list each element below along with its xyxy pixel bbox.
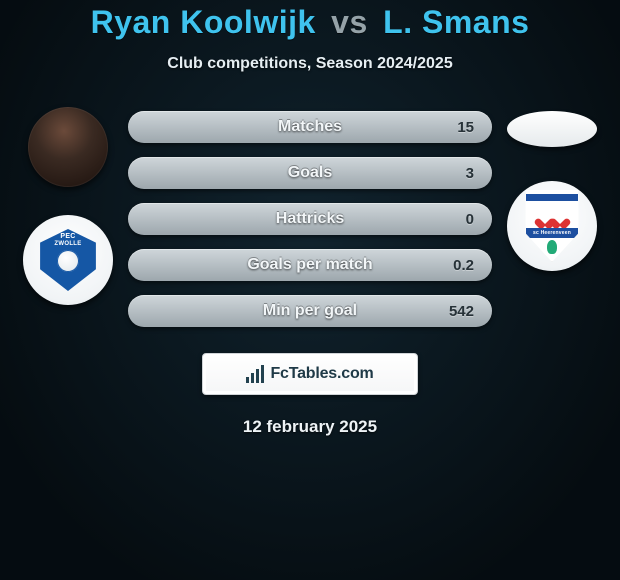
stat-right-value: 0.2 — [446, 257, 474, 274]
stat-bar-min-per-goal: Min per goal 542 — [128, 295, 492, 327]
stat-label: Hattricks — [276, 210, 344, 228]
comparison-card: Ryan Koolwijk vs L. Smans Club competiti… — [0, 0, 620, 580]
stat-label: Goals — [288, 164, 332, 182]
shield-stripe — [526, 194, 579, 201]
stat-right-value: 3 — [446, 165, 474, 182]
date-text: 12 february 2025 — [0, 417, 620, 437]
stat-label: Goals per match — [247, 256, 372, 274]
main-row: PEC ZWOLLE Matches 15 Goals 3 Hattricks … — [0, 103, 620, 327]
left-column: PEC ZWOLLE — [8, 103, 128, 305]
player1-avatar — [28, 107, 108, 187]
stat-bar-hattricks: Hattricks 0 — [128, 203, 492, 235]
title-player2: L. Smans — [383, 4, 529, 40]
pec-text-line2: ZWOLLE — [54, 241, 81, 247]
stat-label: Min per goal — [263, 302, 357, 320]
stat-right-value: 15 — [446, 119, 474, 136]
player2-avatar-placeholder — [507, 111, 597, 147]
pompebled-icon — [547, 240, 557, 254]
heart-icon — [554, 214, 566, 226]
stat-label: Matches — [278, 118, 342, 136]
player1-club-badge: PEC ZWOLLE — [23, 215, 113, 305]
title-vs: vs — [331, 4, 368, 40]
bars-icon — [246, 365, 264, 383]
pec-text-line1: PEC — [60, 233, 75, 240]
stat-bar-goals-per-match: Goals per match 0.2 — [128, 249, 492, 281]
right-column: sc Heerenveen — [492, 103, 612, 271]
title-player1: Ryan Koolwijk — [91, 4, 316, 40]
stat-bar-matches: Matches 15 — [128, 111, 492, 143]
player2-club-badge: sc Heerenveen — [507, 181, 597, 271]
shield-stripe — [526, 204, 579, 211]
stat-bars: Matches 15 Goals 3 Hattricks 0 Goals per… — [128, 103, 492, 327]
stat-bar-goals: Goals 3 — [128, 157, 492, 189]
ball-icon — [57, 250, 79, 272]
pec-zwolle-shield-icon: PEC ZWOLLE — [37, 229, 99, 291]
hearts-row-icon — [522, 214, 582, 226]
shield-band-text: sc Heerenveen — [526, 228, 579, 238]
sc-heerenveen-shield-icon: sc Heerenveen — [522, 190, 582, 262]
subtitle: Club competitions, Season 2024/2025 — [0, 55, 620, 73]
source-logo: FcTables.com — [202, 353, 418, 395]
stat-right-value: 0 — [446, 211, 474, 228]
stat-right-value: 542 — [446, 303, 474, 320]
source-logo-text: FcTables.com — [270, 365, 373, 383]
page-title: Ryan Koolwijk vs L. Smans — [0, 4, 620, 41]
